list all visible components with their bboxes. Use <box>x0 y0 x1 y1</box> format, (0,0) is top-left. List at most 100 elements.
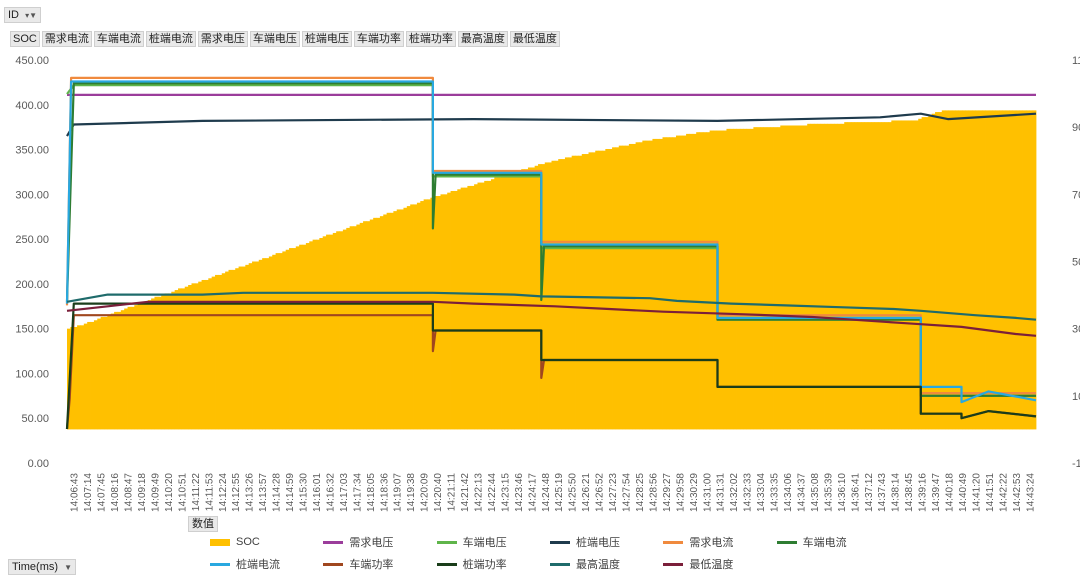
soc-bar <box>524 169 529 430</box>
soc-bar <box>800 125 805 430</box>
soc-bar <box>144 301 149 430</box>
soc-bar <box>504 175 509 430</box>
legend-swatch <box>323 540 344 544</box>
soc-bar <box>390 212 394 430</box>
series-line-9 <box>66 300 1037 337</box>
field-button-8[interactable]: 桩端功率 <box>405 31 456 47</box>
soc-bar <box>1032 110 1037 430</box>
soc-bar <box>908 120 912 430</box>
soc-bar <box>635 142 640 430</box>
field-button-10[interactable]: 最低温度 <box>509 31 560 47</box>
field-button-4[interactable]: 需求电压 <box>197 31 248 47</box>
soc-bar <box>157 296 162 430</box>
soc-bar <box>90 321 95 430</box>
soc-bar <box>373 217 377 430</box>
soc-bar <box>935 112 939 430</box>
soc-bar <box>1025 110 1030 430</box>
soc-bar <box>400 209 404 430</box>
x-tick-label: 14:18:36 <box>379 473 390 512</box>
soc-bar <box>77 325 81 430</box>
soc-bar <box>840 123 845 430</box>
y-right-tick-label: 90.00 <box>1072 122 1080 134</box>
soc-bar <box>93 320 98 430</box>
soc-bar <box>958 110 963 430</box>
soc-bar <box>87 321 91 430</box>
soc-bar <box>834 123 838 430</box>
soc-bar <box>188 285 192 430</box>
x-tick-label: 14:21:42 <box>460 473 471 512</box>
x-tick-label: 14:11:53 <box>204 473 215 512</box>
legend-swatch <box>550 540 570 544</box>
soc-bar <box>756 127 761 430</box>
field-button-7[interactable]: 车端功率 <box>353 31 404 47</box>
soc-bar <box>575 155 579 430</box>
soc-bar <box>564 157 569 430</box>
soc-bar <box>292 248 297 430</box>
x-tick-label: 14:12:24 <box>218 473 229 512</box>
soc-bar <box>1002 110 1007 430</box>
x-tick-label: 14:19:38 <box>406 473 417 512</box>
x-tick-label: 14:21:11 <box>447 473 458 512</box>
x-tick-label: 14:20:40 <box>433 473 444 512</box>
soc-bar <box>437 196 441 430</box>
soc-bar <box>272 254 277 430</box>
x-tick-label: 14:10:20 <box>164 473 175 512</box>
field-button-9[interactable]: 最高温度 <box>457 31 508 47</box>
soc-bar <box>245 264 250 430</box>
soc-bar <box>302 244 307 430</box>
soc-bar <box>561 159 566 430</box>
soc-bar <box>252 261 256 430</box>
soc-bar <box>736 128 741 430</box>
x-tick-label: 14:36:41 <box>850 473 861 512</box>
legend-label: 桩端电流 <box>236 559 280 571</box>
soc-bar <box>837 123 842 430</box>
x-tick-label: 14:35:39 <box>823 473 834 512</box>
soc-bar <box>968 110 973 430</box>
soc-bar <box>474 184 478 430</box>
y-right-tick-label: 10.00 <box>1072 391 1080 403</box>
soc-bar <box>386 212 391 430</box>
soc-bar <box>1005 110 1010 430</box>
soc-bar <box>733 128 737 430</box>
soc-bar <box>110 313 115 430</box>
soc-bar <box>618 145 623 430</box>
soc-bar <box>988 110 993 430</box>
soc-bar <box>632 143 637 430</box>
y-left-tick-label: 150.00 <box>15 324 49 336</box>
soc-bar <box>1015 110 1020 430</box>
field-button-2[interactable]: 车端电流 <box>93 31 144 47</box>
soc-bar <box>847 122 852 430</box>
soc-bar <box>985 110 990 430</box>
field-button-5[interactable]: 车端电压 <box>249 31 300 47</box>
field-button-6[interactable]: 桩端电压 <box>301 31 352 47</box>
soc-bar <box>208 278 213 430</box>
x-tick-label: 14:18:05 <box>366 473 377 512</box>
soc-bar <box>649 140 653 430</box>
soc-bar <box>480 182 485 430</box>
soc-bar <box>534 165 539 430</box>
soc-bar <box>1012 110 1017 430</box>
soc-bar <box>406 206 411 430</box>
pivot-field-buttons: SOC 需求电流 车端电流 桩端电流 需求电压 车端电压 桩端电压 车端功率 桩端功率 最高温度最… <box>10 31 560 47</box>
axis-field-button[interactable]: Time(ms) ▼ <box>8 559 77 575</box>
field-button-0[interactable]: SOC <box>10 31 40 47</box>
legend-swatch <box>210 538 230 546</box>
id-filter-button[interactable]: ID ▾▼ <box>4 7 41 23</box>
y-right-tick-label: 110.00 <box>1072 55 1080 67</box>
values-field-button[interactable]: 数值 <box>188 516 218 532</box>
x-tick-label: 14:34:06 <box>783 473 794 512</box>
field-button-1[interactable]: 需求电流 <box>41 31 92 47</box>
soc-bar <box>689 133 694 430</box>
soc-bar <box>581 154 586 430</box>
y-left-tick-label: 300.00 <box>15 189 49 201</box>
legend-label: 桩端电压 <box>576 537 620 549</box>
soc-bar <box>289 248 293 430</box>
soc-bar <box>171 291 176 430</box>
x-tick-label: 14:31:00 <box>702 473 713 512</box>
soc-bar <box>413 204 418 430</box>
soc-bar <box>167 293 172 430</box>
x-tick-label: 14:07:45 <box>97 473 108 512</box>
field-button-3[interactable]: 桩端电流 <box>145 31 196 47</box>
soc-bar <box>464 187 468 430</box>
soc-bar <box>295 246 300 430</box>
